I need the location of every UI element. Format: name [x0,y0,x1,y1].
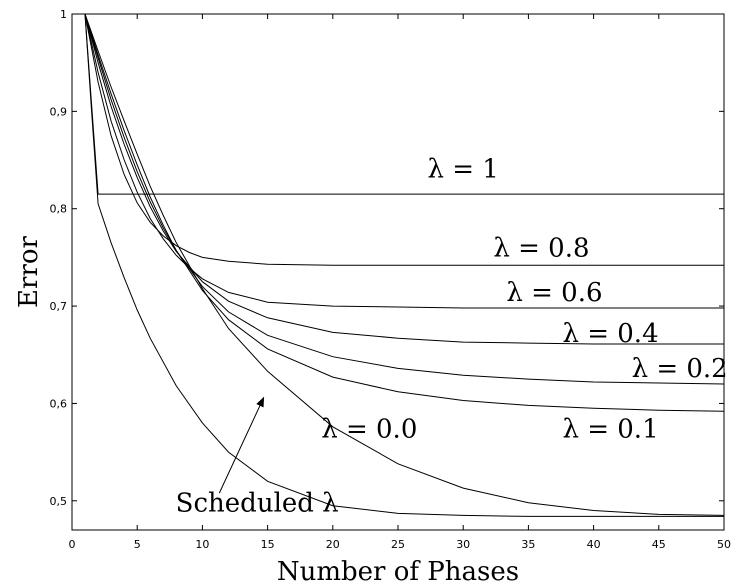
series-lines [84,13,725,517]
y-ticks: 0,5 0,6 0,7 0,8 0,9 1 [50,8,724,508]
x-tick-label: 0 [69,538,76,551]
series-line-7 [84,13,724,517]
plot-frame [71,13,725,531]
annotation-label: λ = 0.0 [321,415,417,445]
annotation-label: λ = 1 [428,155,499,185]
series-line-1 [84,13,724,266]
annotation-label: λ = 0.6 [506,278,602,308]
series-line-4 [84,13,725,385]
series-line-5 [84,13,725,412]
x-tick-label: 10 [195,538,209,551]
x-tick-label: 15 [261,538,275,551]
series-line-3 [84,13,724,345]
x-tick-label: 25 [391,538,405,551]
series-line-6 [84,13,725,516]
annotation-label: λ = 0.2 [632,354,728,384]
y-tick-label: 0,9 [50,105,68,118]
annotation-label: λ = 0.4 [562,319,658,349]
y-tick-label: 1 [60,8,67,21]
x-tick-label: 20 [326,538,340,551]
annotation-label: λ = 0.1 [562,415,658,445]
series-line-0 [84,13,724,195]
x-tick-label: 50 [717,538,731,551]
y-tick-label: 0,5 [50,495,68,508]
annotation-label: Scheduled λ [176,489,339,519]
y-axis-title: Error [14,235,44,307]
y-tick-label: 0,8 [50,203,68,216]
x-axis-title: Number of Phases [277,557,519,585]
series-line-2 [84,13,724,309]
x-ticks: 0 5 10 15 20 25 30 35 40 45 50 [69,14,731,551]
x-tick-label: 30 [456,538,470,551]
scheduled-arrow [218,396,265,494]
x-tick-label: 40 [587,538,601,551]
y-tick-label: 0,7 [50,300,68,313]
x-tick-label: 35 [521,538,535,551]
x-tick-label: 45 [652,538,666,551]
y-tick-label: 0,6 [50,397,68,410]
x-tick-label: 5 [134,538,141,551]
annotation-label: λ = 0.8 [493,233,589,263]
line-annotations: λ = 1 λ = 0.8 λ = 0.6 λ = 0.4 λ = 0.2 λ = 0.1… [176,155,728,519]
